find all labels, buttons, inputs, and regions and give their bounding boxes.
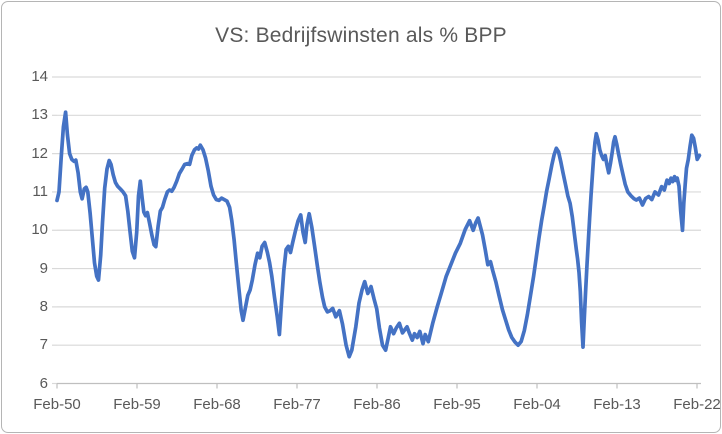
y-axis-label: 6 bbox=[39, 374, 48, 392]
data-series-line bbox=[55, 110, 702, 359]
y-axis-label: 11 bbox=[32, 182, 48, 200]
y-axis-label: 13 bbox=[31, 106, 48, 124]
x-axis-label: Feb-04 bbox=[513, 395, 561, 413]
x-axis-label: Feb-13 bbox=[593, 395, 641, 413]
x-axis-label: Feb-77 bbox=[273, 395, 321, 413]
chart-title: VS: Bedrijfswinsten als % BPP bbox=[215, 24, 507, 47]
x-axis-label: Feb-50 bbox=[33, 395, 81, 413]
y-axis-label: 8 bbox=[39, 297, 48, 315]
x-axis-label: Feb-95 bbox=[433, 395, 481, 413]
x-axis-label: Feb-22 bbox=[673, 395, 721, 413]
y-axis-label: 12 bbox=[31, 144, 48, 162]
y-axis-label: 10 bbox=[31, 221, 48, 239]
y-axis-label: 14 bbox=[31, 68, 48, 85]
y-axis-label: 7 bbox=[39, 336, 48, 354]
x-axis-label: Feb-68 bbox=[193, 395, 241, 413]
x-axis-label: Feb-59 bbox=[113, 395, 161, 413]
x-axis-label: Feb-86 bbox=[353, 395, 401, 413]
y-axis-label: 9 bbox=[39, 259, 48, 277]
